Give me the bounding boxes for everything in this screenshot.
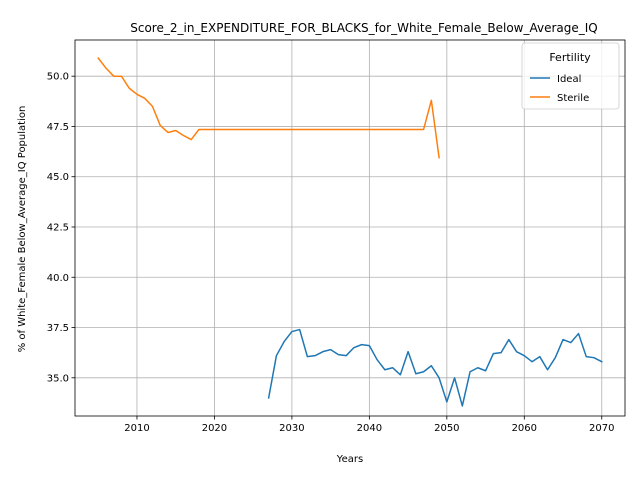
x-tick-label: 2030: [279, 423, 304, 434]
x-tick-label: 2050: [434, 423, 459, 434]
series-line-sterile: [97, 57, 440, 159]
y-tick-label: 40.0: [47, 273, 69, 284]
legend-box: [521, 42, 620, 110]
y-axis-ticks: 35.0 37.5 40.0 42.5 45.0 47.5 50.0: [47, 72, 75, 384]
x-tick-label: 2010: [124, 423, 149, 434]
y-tick-label: 50.0: [47, 72, 69, 83]
x-tick-label: 2040: [357, 423, 382, 434]
series-lines: [97, 57, 603, 407]
plot-frame: [74, 39, 626, 417]
y-tick-label: 42.5: [47, 222, 69, 233]
legend-label-ideal: Ideal: [557, 74, 581, 85]
y-axis-label: % of White_Female Below_Average_IQ Popul…: [17, 106, 28, 353]
grid-lines: [75, 40, 625, 416]
chart-title: Score_2_in_EXPENDITURE_FOR_BLACKS_for_Wh…: [130, 21, 597, 35]
series-line-ideal: [267, 328, 603, 407]
x-tick-label: 2020: [202, 423, 227, 434]
legend-title: Fertility: [549, 51, 591, 64]
legend-label-sterile: Sterile: [557, 93, 589, 104]
x-axis-ticks: 2010 2020 2030 2040 2050 2060 2070: [124, 416, 614, 434]
y-tick-label: 47.5: [47, 122, 69, 133]
x-tick-label: 2070: [589, 423, 614, 434]
legend: Fertility Ideal Sterile: [521, 42, 620, 110]
y-tick-label: 45.0: [47, 172, 69, 183]
y-tick-label: 35.0: [47, 373, 69, 384]
x-tick-label: 2060: [512, 423, 537, 434]
x-axis-label: Years: [336, 454, 363, 465]
y-tick-label: 37.5: [47, 323, 69, 334]
